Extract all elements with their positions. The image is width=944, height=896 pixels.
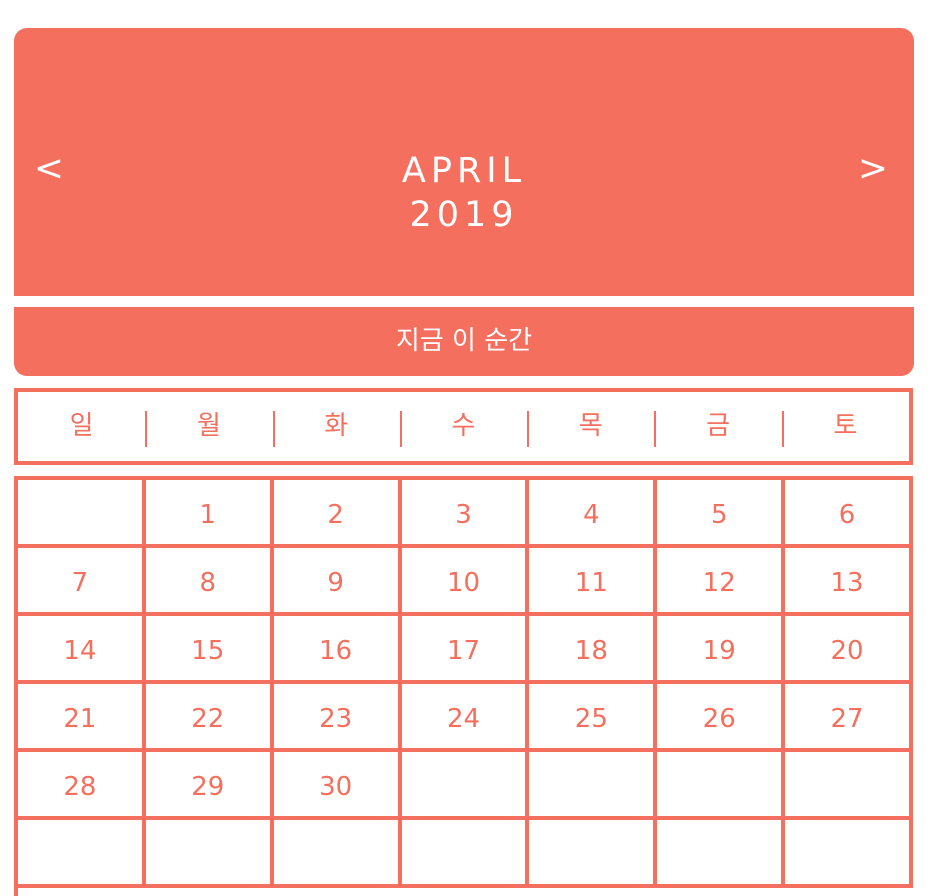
day-cell[interactable]: 4: [529, 480, 658, 548]
day-cell[interactable]: 24: [401, 684, 530, 752]
day-cell[interactable]: 2: [273, 480, 402, 548]
day-cell[interactable]: 20: [785, 616, 913, 684]
day-cell[interactable]: 27: [785, 684, 913, 752]
day-cell[interactable]: 23: [273, 684, 402, 752]
day-cell[interactable]: 11: [529, 548, 658, 616]
day-cell[interactable]: 26: [657, 684, 786, 752]
day-cell[interactable]: 29: [145, 752, 274, 820]
weekday-mon: 월: [145, 392, 272, 461]
now-button[interactable]: 지금 이 순간: [14, 307, 914, 376]
empty-day-cell: [145, 820, 274, 888]
day-cell[interactable]: 5: [657, 480, 786, 548]
day-cell[interactable]: 7: [18, 548, 146, 616]
day-cell[interactable]: 8: [145, 548, 274, 616]
calendar-grid: 1 2 3 4 5 6 7 8 9 10 11 12 13 14 15 16 17 18 19 20 21 22 23 24 2…: [14, 476, 913, 896]
prev-month-button[interactable]: <: [33, 148, 65, 189]
day-cell[interactable]: 3: [401, 480, 530, 548]
empty-day-cell: [401, 752, 530, 820]
weekday-wed: 수: [399, 392, 527, 461]
day-cell[interactable]: 21: [18, 684, 146, 752]
weekday-tue: 화: [272, 392, 400, 461]
day-cell[interactable]: 1: [145, 480, 274, 548]
weekday-sat: 토: [781, 392, 909, 461]
empty-day-cell: [529, 820, 658, 888]
month-label: APRIL: [401, 151, 527, 191]
empty-day-cell: [657, 752, 786, 820]
day-cell[interactable]: 22: [145, 684, 274, 752]
day-cell[interactable]: 16: [273, 616, 402, 684]
day-cell[interactable]: 13: [785, 548, 913, 616]
empty-day-cell: [785, 820, 913, 888]
next-month-button[interactable]: >: [857, 148, 889, 189]
day-cell[interactable]: 18: [529, 616, 658, 684]
empty-day-cell: [18, 480, 146, 548]
day-cell[interactable]: 14: [18, 616, 146, 684]
empty-day-cell: [657, 820, 786, 888]
day-cell[interactable]: 19: [657, 616, 786, 684]
weekday-fri: 금: [654, 392, 781, 461]
empty-day-cell: [401, 820, 530, 888]
empty-day-cell: [273, 820, 402, 888]
day-cell[interactable]: 10: [401, 548, 530, 616]
empty-day-cell: [529, 752, 658, 820]
day-cell[interactable]: 30: [273, 752, 402, 820]
weekday-sun: 일: [69, 411, 94, 441]
empty-day-cell: [785, 752, 913, 820]
empty-day-cell: [18, 820, 146, 888]
day-cell[interactable]: 12: [657, 548, 786, 616]
day-cell[interactable]: 15: [145, 616, 274, 684]
weekday-thu: 목: [527, 392, 654, 461]
day-cell[interactable]: 28: [18, 752, 146, 820]
year-label: 2019: [409, 195, 519, 235]
day-cell[interactable]: 9: [273, 548, 402, 616]
weekday-header: 일 월 화 수 목 금 토: [14, 388, 913, 465]
day-cell[interactable]: 6: [785, 480, 913, 548]
day-cell[interactable]: 25: [529, 684, 658, 752]
day-cell[interactable]: 17: [401, 616, 530, 684]
month-year-title: APRIL 2019: [14, 149, 914, 237]
calendar-header: < APRIL 2019 >: [14, 28, 914, 296]
